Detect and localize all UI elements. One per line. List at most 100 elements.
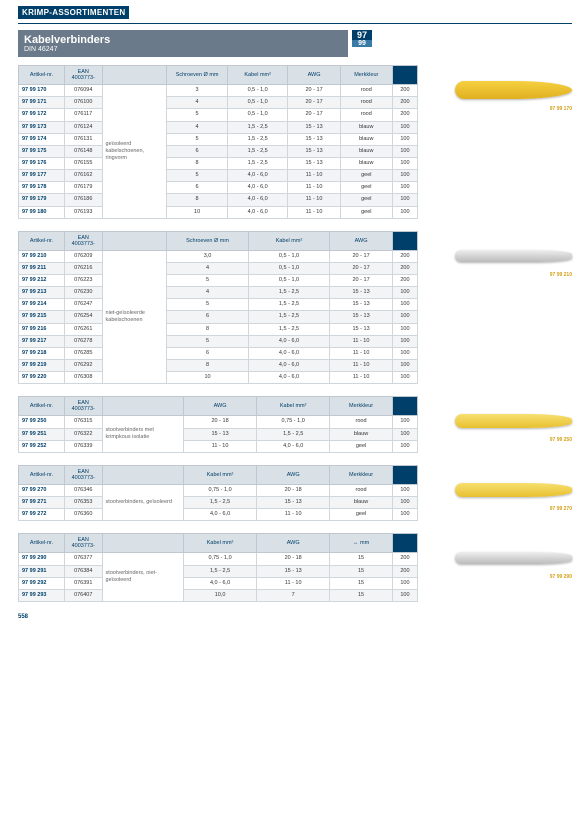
cell-kab: 0,5 - 1,0 — [248, 262, 329, 274]
table-row: 97 99 2920763914,0 - 6,011 - 1015100 — [19, 577, 418, 589]
cell-sch: 4 — [167, 262, 248, 274]
cell-kab: 0,75 - 1,0 — [257, 416, 330, 428]
cell-ean: 076155 — [64, 157, 102, 169]
cell-art: 97 99 213 — [19, 287, 65, 299]
cell-kab: 4,0 - 6,0 — [227, 194, 288, 206]
cell-kab: 0,5 - 1,0 — [227, 85, 288, 97]
cell-qty: 100 — [392, 287, 417, 299]
cell-awg: 15 - 13 — [330, 299, 393, 311]
cell-kab: 1,5 - 2,5 — [248, 299, 329, 311]
cell-ean: 076223 — [64, 275, 102, 287]
cell-sch: 5 — [167, 335, 248, 347]
cell-awg: 11 - 10 — [257, 509, 330, 521]
row-desc: stootverbinders met krimpkous isolatie — [102, 416, 183, 452]
cell-qty: 100 — [392, 194, 417, 206]
cell-awg: 11 - 10 — [330, 335, 393, 347]
cell-kleur: geel — [340, 182, 392, 194]
table-row: 97 99 220076308104,0 - 6,011 - 10100 — [19, 372, 418, 384]
cell-qty: 100 — [392, 360, 417, 372]
table-2: Artikel-nr. EAN 4003773- Schroeven Ø mm … — [18, 231, 418, 385]
cell-qty: 100 — [392, 428, 417, 440]
title-block: Kabelverbinders DIN 46247 — [18, 30, 348, 57]
category-label: KRIMP-ASSORTIMENTEN — [18, 6, 129, 19]
cell-art: 97 99 220 — [19, 372, 65, 384]
cell-ean: 076391 — [64, 577, 102, 589]
cell-awg: 11 - 10 — [288, 170, 340, 182]
top-rule — [18, 23, 572, 24]
cell-ean: 076124 — [64, 121, 102, 133]
cell-awg: 20 - 18 — [184, 416, 257, 428]
table-row: 97 99 21807628564,0 - 6,011 - 10100 — [19, 347, 418, 359]
cell-ean: 076407 — [64, 589, 102, 601]
cell-art: 97 99 210 — [19, 250, 65, 262]
cell-art: 97 99 177 — [19, 170, 65, 182]
table-row: 97 99 17407613151,5 - 2,515 - 13blauw100 — [19, 133, 418, 145]
cell-qty: 100 — [392, 157, 417, 169]
cell-art: 97 99 290 — [19, 553, 65, 565]
cell-awg: 11 - 10 — [184, 440, 257, 452]
cell-sch: 3 — [167, 85, 228, 97]
cell-sch: 5 — [167, 109, 228, 121]
cell-awg: 15 - 13 — [288, 121, 340, 133]
cell-ean: 076339 — [64, 440, 102, 452]
table-row: 97 99 21407624751,5 - 2,515 - 13100 — [19, 299, 418, 311]
cell-ean: 076285 — [64, 347, 102, 359]
cell-sch: 5 — [167, 170, 228, 182]
cell-art: 97 99 171 — [19, 97, 65, 109]
col-schroeven: Schroeven Ø mm — [167, 66, 228, 85]
table-row: 97 99 21307623041,5 - 2,515 - 13100 — [19, 287, 418, 299]
cell-kab: 1,5 - 2,5 — [184, 565, 257, 577]
table-row: 97 99 21107621640,5 - 1,020 - 17200 — [19, 262, 418, 274]
table-row: 97 99 2720763604,0 - 6,011 - 10geel100 — [19, 509, 418, 521]
table-row: 97 99 170076094geïsoleerd kabelschoenen,… — [19, 85, 418, 97]
product-image-1: 97 99 170 — [426, 75, 572, 105]
product-image-4: 97 99 270 — [426, 475, 572, 505]
cell-ean: 076308 — [64, 372, 102, 384]
cell-qty: 100 — [392, 484, 417, 496]
table-row: 97 99 29307640710,0715100 — [19, 589, 418, 601]
table-4: Artikel-nr. EAN 4003773- Kabel mm² AWG M… — [18, 465, 418, 522]
cell-qty: 200 — [392, 109, 417, 121]
cell-sch: 4 — [167, 121, 228, 133]
cell-ean: 076209 — [64, 250, 102, 262]
cell-awg: 11 - 10 — [330, 347, 393, 359]
cell-ean: 076322 — [64, 428, 102, 440]
cell-kleur: geel — [330, 509, 393, 521]
cell-art: 97 99 172 — [19, 109, 65, 121]
cell-kleur: blauw — [340, 133, 392, 145]
table-row: 97 99 21607626181,5 - 2,515 - 13100 — [19, 323, 418, 335]
cell-kab: 4,0 - 6,0 — [248, 335, 329, 347]
cell-kab: 1,5 - 2,5 — [227, 133, 288, 145]
cell-mm: 15 — [330, 577, 393, 589]
cell-art: 97 99 270 — [19, 484, 65, 496]
cell-art: 97 99 219 — [19, 360, 65, 372]
cell-kab: 4,0 - 6,0 — [248, 360, 329, 372]
cell-art: 97 99 212 — [19, 275, 65, 287]
cell-ean: 076278 — [64, 335, 102, 347]
catalog-page: KRIMP-ASSORTIMENTEN Kabelverbinders DIN … — [0, 0, 580, 630]
cell-ean: 076230 — [64, 287, 102, 299]
cell-kab: 4,0 - 6,0 — [257, 440, 330, 452]
cell-qty: 100 — [392, 145, 417, 157]
cell-ean: 076186 — [64, 194, 102, 206]
cell-awg: 15 - 13 — [330, 323, 393, 335]
cell-art: 97 99 272 — [19, 509, 65, 521]
cell-kab: 0,5 - 1,0 — [227, 109, 288, 121]
section-main-num: 97 — [352, 30, 372, 40]
cell-sch: 5 — [167, 275, 248, 287]
cell-sch: 10 — [167, 372, 248, 384]
cell-sch: 6 — [167, 182, 228, 194]
table-row: 97 99 17507614861,5 - 2,515 - 13blauw100 — [19, 145, 418, 157]
table-row: 97 99 17807617964,0 - 6,011 - 10geel100 — [19, 182, 418, 194]
cell-awg: 11 - 10 — [330, 360, 393, 372]
cell-art: 97 99 179 — [19, 194, 65, 206]
table-row: 97 99 180076193104,0 - 6,011 - 10geel100 — [19, 206, 418, 218]
cell-art: 97 99 180 — [19, 206, 65, 218]
cell-kab: 0,75 - 1,0 — [184, 484, 257, 496]
cell-awg: 11 - 10 — [330, 372, 393, 384]
cell-kab: 10,0 — [184, 589, 257, 601]
table-row: 97 99 270076346stootverbinders, geïsolee… — [19, 484, 418, 496]
section-number: 97 99 — [352, 30, 372, 57]
cell-kab: 0,5 - 1,0 — [227, 97, 288, 109]
page-number: 558 — [18, 614, 572, 620]
